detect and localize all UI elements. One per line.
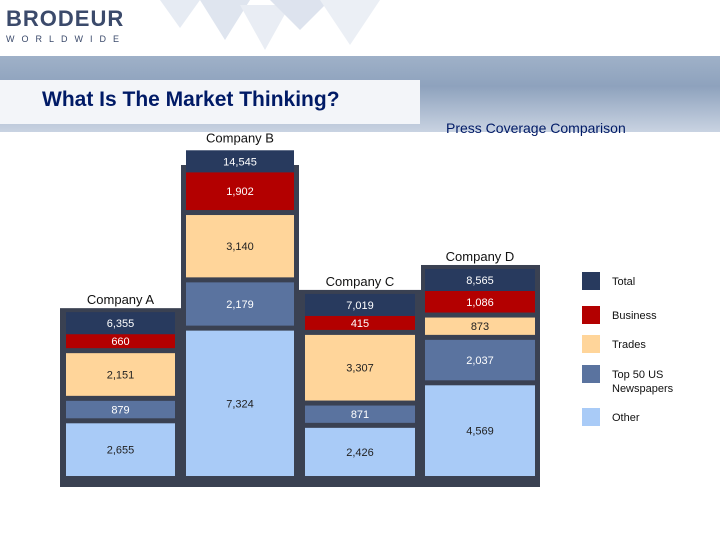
total-label-2: 14,545 (223, 156, 257, 168)
bar-segment-business-2 (186, 172, 294, 211)
category-label-4: Company D (446, 249, 515, 264)
bar-headroom-3 (299, 165, 421, 290)
bar-segment-business-3 (305, 315, 415, 330)
legend-swatch-top50 (582, 365, 600, 383)
bar-segment-trades-4 (425, 317, 535, 335)
bar-total-cap-2 (186, 150, 294, 173)
data-label-top-50-us-newspapers-2: 2,179 (226, 299, 254, 311)
legend-label-total: Total (612, 276, 636, 288)
data-label-other-3: 2,426 (346, 447, 374, 459)
data-label-top-50-us-newspapers-3: 871 (351, 409, 369, 421)
data-label-business-3: 415 (351, 318, 369, 330)
brand-logo: BRODEUR WORLDWIDE (6, 6, 126, 50)
data-label-business-2: 1,902 (226, 186, 254, 198)
data-label-top-50-us-newspapers-1: 879 (111, 405, 129, 417)
page-title: What Is The Market Thinking? (42, 88, 340, 111)
bar-segment-trades-1 (66, 353, 175, 396)
data-label-other-1: 2,655 (107, 445, 135, 457)
total-label-1: 6,355 (107, 318, 135, 330)
data-label-other-4: 4,569 (466, 426, 494, 438)
header-decoration (160, 0, 380, 50)
bar-segment-top-50-us-newspapers-3 (305, 405, 415, 423)
total-label-3: 7,019 (346, 300, 374, 312)
bar-headroom-1 (60, 165, 181, 309)
bar-headroom-4 (419, 165, 541, 265)
data-label-business-1: 660 (111, 336, 129, 348)
legend-swatch-other (582, 408, 600, 426)
bar-total-cap-3 (305, 293, 415, 316)
legend-label-trades: Trades (612, 339, 646, 351)
legend-label-other: Other (612, 412, 640, 424)
category-label-1: Company A (87, 292, 155, 307)
bar-segment-top-50-us-newspapers-1 (66, 400, 175, 419)
data-label-trades-2: 3,140 (226, 241, 254, 253)
bar-segment-other-4 (425, 385, 535, 476)
total-label-4: 8,565 (466, 275, 494, 287)
data-label-trades-1: 2,151 (107, 370, 135, 382)
bar-segment-other-2 (186, 330, 294, 476)
data-label-other-2: 7,324 (226, 398, 254, 410)
legend-swatch-total (582, 272, 600, 290)
title-strip (0, 80, 420, 124)
category-label-2: Company B (206, 130, 274, 145)
bar-segment-other-3 (305, 427, 415, 476)
legend-label-top50: Top 50 US Newspapers (612, 369, 674, 395)
legend-swatch-trades (582, 335, 600, 353)
bar-segment-trades-2 (186, 215, 294, 278)
legend-swatch-business (582, 306, 600, 324)
bar-segment-top-50-us-newspapers-2 (186, 282, 294, 326)
bar-total-cap-4 (425, 268, 535, 291)
bar-segment-trades-3 (305, 334, 415, 401)
logo-tagline: WORLDWIDE (6, 34, 126, 44)
bar-segment-other-1 (66, 423, 175, 476)
logo-wordmark: BRODEUR (6, 6, 125, 31)
bar-segment-top-50-us-newspapers-4 (425, 339, 535, 381)
bar-segment-business-1 (66, 334, 175, 349)
data-label-business-4: 1,086 (466, 297, 494, 309)
bar-total-cap-1 (66, 312, 175, 335)
data-label-trades-3: 3,307 (346, 363, 374, 375)
category-label-3: Company C (326, 274, 395, 289)
bar-segment-business-4 (425, 290, 535, 313)
data-label-trades-4: 873 (471, 321, 489, 333)
data-label-top-50-us-newspapers-4: 2,037 (466, 355, 494, 367)
chart-subtitle: Press Coverage Comparison (446, 120, 626, 136)
legend-label-business: Business (612, 310, 657, 322)
